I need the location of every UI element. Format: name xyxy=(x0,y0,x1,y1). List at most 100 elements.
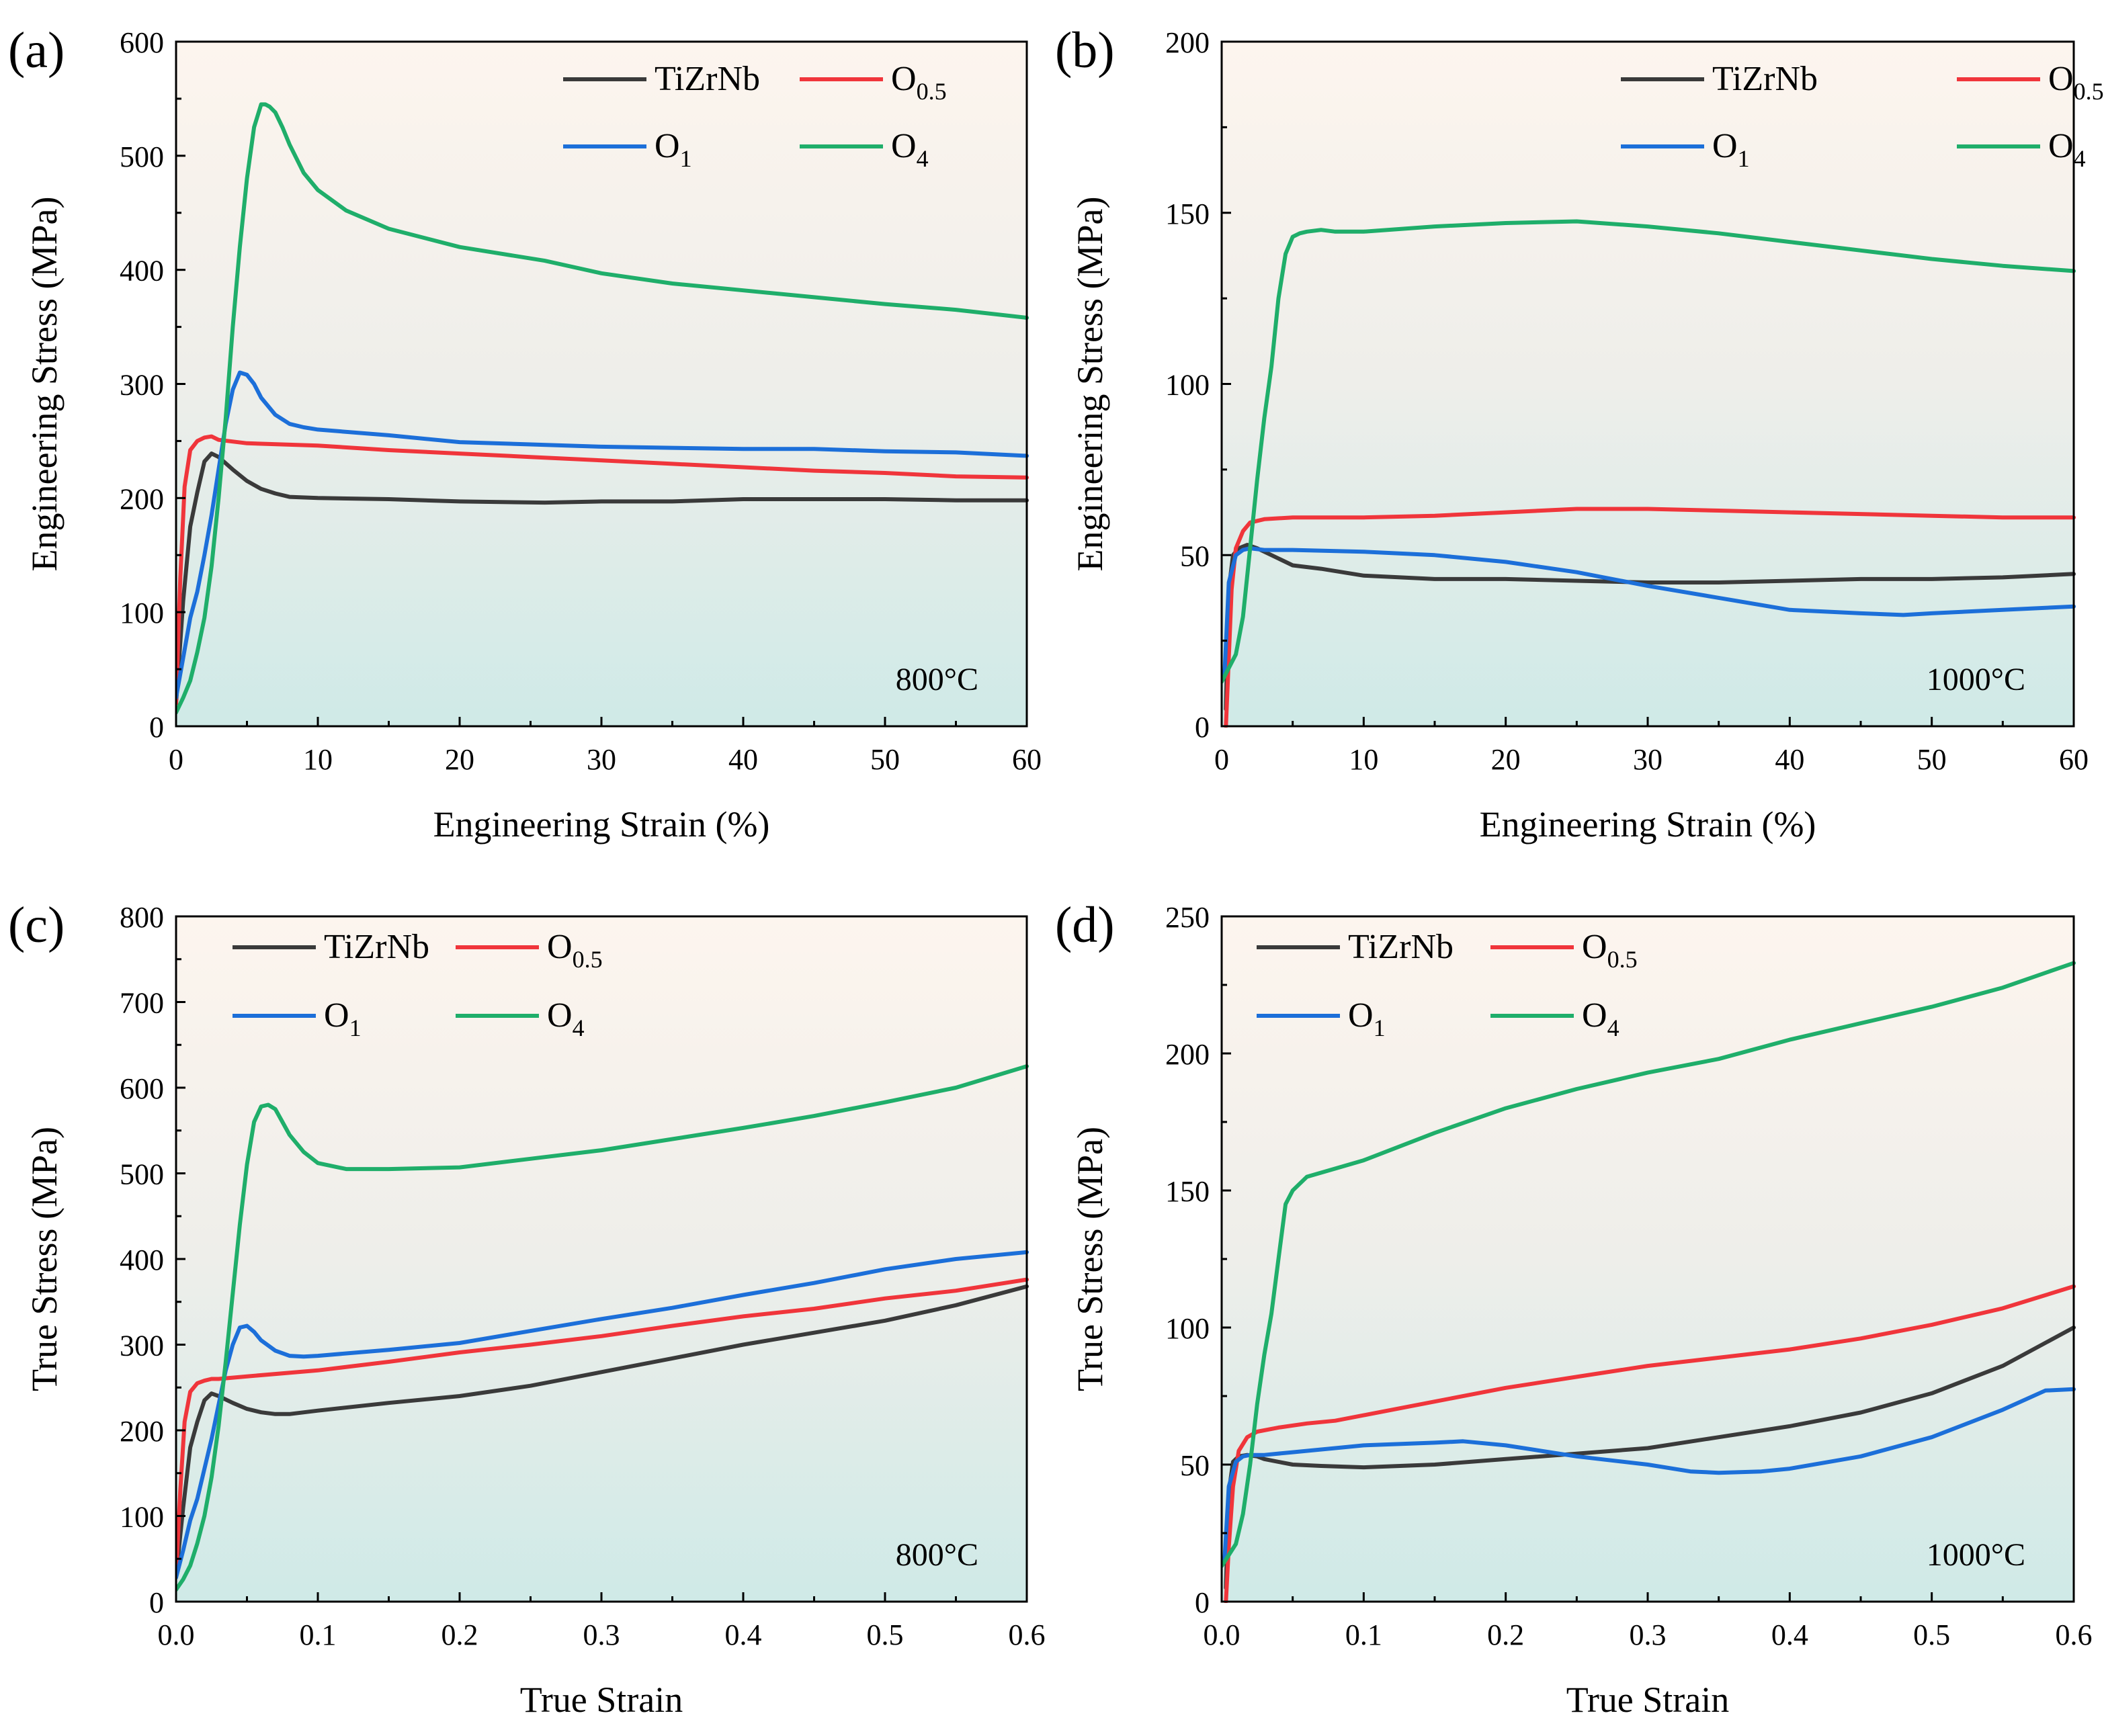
y-axis-label: Engineering Stress (MPa) xyxy=(24,197,65,572)
x-tick-label: 0.2 xyxy=(441,1618,478,1651)
y-tick-label: 600 xyxy=(120,1072,164,1105)
legend-label: TiZrNb xyxy=(655,60,760,98)
x-tick-label: 10 xyxy=(303,743,333,776)
legend-label: O1 xyxy=(324,996,362,1041)
y-tick-label: 200 xyxy=(1165,1038,1210,1071)
y-tick-label: 0 xyxy=(1195,1586,1210,1619)
y-tick-label: 150 xyxy=(1165,1175,1210,1208)
series-line-TiZrNb xyxy=(1224,543,2076,711)
x-tick-label: 0.4 xyxy=(725,1618,762,1651)
x-axis-label: True Strain xyxy=(1566,1680,1730,1720)
series-line-TiZrNb xyxy=(176,451,1029,705)
x-axis-label: True Strain xyxy=(520,1680,683,1720)
legend: TiZrNb O0.5 O1 O4 xyxy=(233,928,603,1041)
series-line-O4 xyxy=(176,102,1029,715)
temperature-label: 800°C xyxy=(896,662,978,697)
x-tick-label: 0.5 xyxy=(1913,1618,1950,1651)
y-axis-label: True Stress (MPa) xyxy=(1070,1127,1110,1391)
series-line-O1 xyxy=(176,1250,1029,1580)
x-tick-label: 10 xyxy=(1349,743,1378,776)
legend-label: O1 xyxy=(655,127,692,172)
x-tick-label: 0.3 xyxy=(1630,1618,1667,1651)
y-tick-label: 100 xyxy=(1165,369,1210,402)
x-tick-label: 20 xyxy=(445,743,474,776)
legend: TiZrNb O0.5 O1 O4 xyxy=(563,60,947,172)
series-line-O1 xyxy=(176,370,1029,700)
y-tick-label: 0 xyxy=(149,1586,164,1619)
series-line-O4 xyxy=(176,1064,1029,1592)
temperature-label: 800°C xyxy=(896,1537,978,1573)
legend: TiZrNb O0.5 O1 O4 xyxy=(1621,60,2104,172)
series-group xyxy=(176,1064,1029,1592)
plot-background xyxy=(176,42,1027,726)
y-axis-label: True Stress (MPa) xyxy=(24,1127,65,1391)
x-tick-label: 50 xyxy=(1917,743,1947,776)
y-tick-label: 200 xyxy=(1165,26,1210,59)
y-tick-label: 600 xyxy=(120,26,164,59)
chart-panel-1: 0 10 20 30 40 50 60 0 50 100 150 200 Engineering Str… xyxy=(1055,22,2104,844)
y-tick-label: 200 xyxy=(120,482,164,515)
y-tick-label: 700 xyxy=(120,987,164,1020)
y-tick-label: 100 xyxy=(120,1501,164,1534)
legend-label: O1 xyxy=(1712,127,1750,172)
legend-label: TiZrNb xyxy=(1348,928,1454,966)
y-tick-label: 500 xyxy=(120,140,164,173)
legend-label: O0.5 xyxy=(1582,928,1638,973)
x-tick-label: 60 xyxy=(1012,743,1042,776)
x-tick-label: 0.6 xyxy=(1009,1618,1046,1651)
legend-label: O0.5 xyxy=(891,60,947,105)
y-tick-label: 50 xyxy=(1180,539,1210,572)
series-line-O05 xyxy=(1224,1284,2076,1603)
series-group xyxy=(1222,961,2076,1603)
legend-label: O0.5 xyxy=(547,928,603,973)
x-tick-label: 0.4 xyxy=(1771,1618,1808,1651)
temperature-label: 1000°C xyxy=(1927,1537,2025,1573)
plot-background xyxy=(1222,916,2074,1602)
legend-label: TiZrNb xyxy=(1712,60,1818,98)
panel-label: (d) xyxy=(1055,897,1115,953)
plot-background xyxy=(1222,42,2074,726)
series-line-O4 xyxy=(1222,961,2076,1568)
y-tick-label: 800 xyxy=(120,901,164,934)
x-tick-label: 20 xyxy=(1491,743,1521,776)
legend-label: O4 xyxy=(891,127,929,172)
y-tick-label: 150 xyxy=(1165,198,1210,230)
y-tick-label: 100 xyxy=(120,597,164,630)
x-tick-label: 0.2 xyxy=(1487,1618,1524,1651)
plot-background xyxy=(176,916,1027,1602)
series-line-O05 xyxy=(176,1277,1029,1578)
y-tick-label: 200 xyxy=(120,1415,164,1448)
x-tick-label: 0 xyxy=(169,743,183,776)
x-tick-label: 30 xyxy=(1633,743,1663,776)
chart-panel-0: 0 10 20 30 40 50 600100200300400500600Engineer… xyxy=(8,22,1042,844)
x-tick-label: 50 xyxy=(870,743,900,776)
x-axis-label: Engineering Strain (%) xyxy=(1480,804,1816,844)
y-tick-label: 400 xyxy=(120,1244,164,1276)
x-tick-label: 40 xyxy=(1775,743,1804,776)
temperature-label: 1000°C xyxy=(1927,662,2025,697)
legend-label: TiZrNb xyxy=(324,928,429,966)
series-line-O05 xyxy=(1224,507,2076,728)
x-tick-label: 30 xyxy=(587,743,616,776)
x-axis-label: Engineering Strain (%) xyxy=(433,804,770,844)
y-tick-label: 400 xyxy=(120,255,164,288)
x-tick-label: 60 xyxy=(2059,743,2089,776)
y-tick-label: 0 xyxy=(1195,711,1210,744)
y-axis-label: Engineering Stress (MPa) xyxy=(1070,197,1110,572)
x-tick-label: 0.0 xyxy=(158,1618,195,1651)
x-tick-label: 0.1 xyxy=(1345,1618,1382,1651)
legend-label: O4 xyxy=(2048,127,2086,172)
series-line-TiZrNb xyxy=(176,1284,1029,1578)
series-group xyxy=(1222,219,2076,728)
x-tick-label: 0.0 xyxy=(1204,1618,1240,1651)
series-line-O4 xyxy=(1222,219,2076,684)
panel-label: (b) xyxy=(1055,22,1115,79)
x-tick-label: 0 xyxy=(1214,743,1229,776)
series-line-O05 xyxy=(176,434,1029,705)
legend-label: O4 xyxy=(547,996,585,1041)
series-group xyxy=(176,102,1029,715)
legend-label: O0.5 xyxy=(2048,60,2104,105)
legend: TiZrNb O0.5 O1 O4 xyxy=(1257,928,1638,1041)
y-tick-label: 500 xyxy=(120,1158,164,1191)
